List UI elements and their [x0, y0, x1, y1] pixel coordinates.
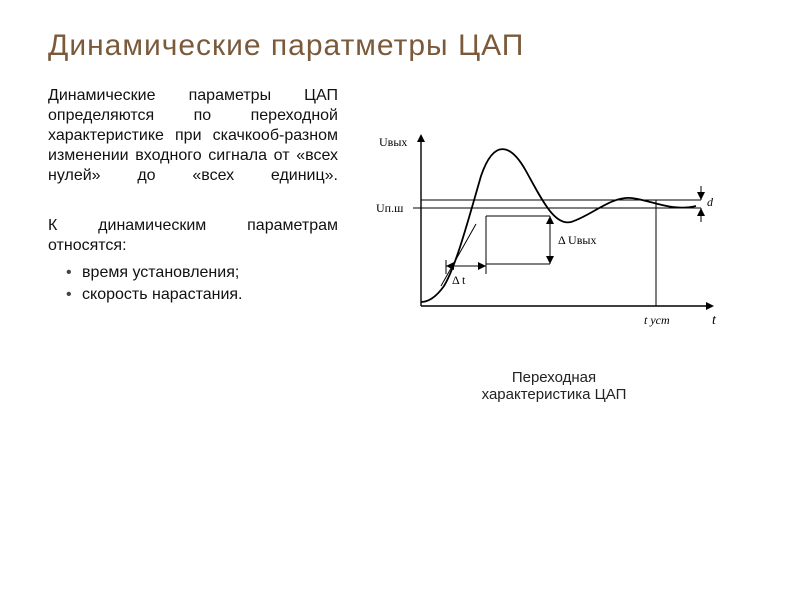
- svg-text:Δ Uвых: Δ Uвых: [558, 233, 596, 247]
- paragraph-1: Динамические параметры ЦАП определяются …: [48, 86, 338, 186]
- paragraph-2: К динамическим параметрам относятся:: [48, 216, 338, 256]
- svg-text:t уст: t уст: [644, 313, 670, 327]
- bullet-list: время установления; скорость нарастания.: [48, 264, 338, 304]
- list-item: время установления;: [66, 264, 338, 282]
- svg-text:Uп.ш: Uп.ш: [376, 201, 404, 215]
- svg-text:Uвых: Uвых: [379, 135, 407, 149]
- svg-text:d: d: [707, 195, 714, 209]
- svg-text:t: t: [712, 313, 717, 328]
- chart-caption: Переходная характеристика ЦАП: [356, 369, 752, 403]
- step-response-chart: Uвых t Uп.ш d t уст Δ t Δ Uвых: [366, 116, 726, 356]
- chart-column: Uвых t Uп.ш d t уст Δ t Δ Uвых Переходная хара…: [356, 86, 752, 403]
- text-column: Динамические параметры ЦАП определяются …: [48, 86, 338, 403]
- svg-text:Δ t: Δ t: [452, 273, 466, 287]
- list-item: скорость нарастания.: [66, 286, 338, 304]
- page-title: Динамические паратметры ЦАП: [48, 28, 752, 64]
- content-area: Динамические параметры ЦАП определяются …: [48, 86, 752, 403]
